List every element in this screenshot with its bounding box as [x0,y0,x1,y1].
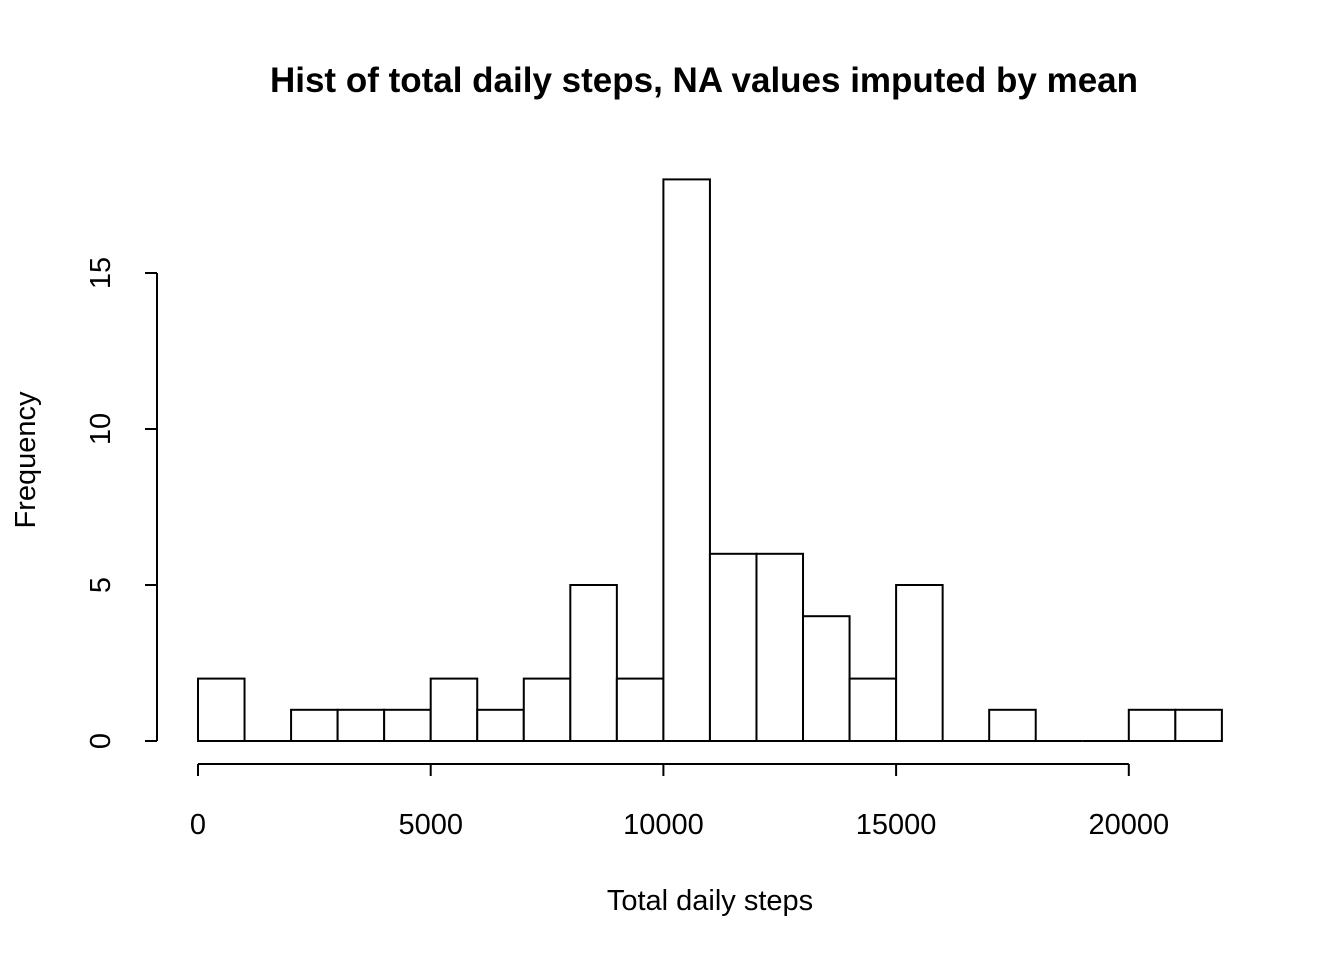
histogram-bar [569,584,618,742]
x-tick-label: 0 [190,809,206,841]
x-axis: 0 5000 10000 15000 20000 [190,763,1169,841]
histogram-bar [802,615,851,743]
y-axis-label: Frequency [10,391,42,529]
histogram-bar [662,178,711,742]
y-tick-label: 5 [85,577,117,593]
x-tick-label: 5000 [398,809,463,841]
histogram-bar [476,708,525,742]
histogram-bar [429,677,479,742]
y-tick-label: 0 [85,733,117,749]
x-tick-label: 15000 [856,809,937,841]
histogram-bar [848,677,898,742]
histogram-bar [1127,708,1177,742]
x-axis-label: Total daily steps [607,885,813,917]
histogram-bar [615,677,665,742]
histogram-bar [1174,708,1223,742]
bars-group [197,178,1223,743]
chart-title: Hist of total daily steps, NA values imp… [270,61,1138,100]
histogram-bar [197,677,246,742]
x-tick-label: 20000 [1088,809,1169,841]
histogram-bar [708,552,758,742]
histogram-bar [336,708,386,742]
histogram-bar [383,708,432,742]
y-tick-label: 10 [85,413,117,445]
y-tick-label: 15 [85,257,117,289]
histogram-bar [755,552,805,742]
x-tick-label: 10000 [623,809,704,841]
histogram-bar [988,708,1037,742]
y-axis: 0 5 10 15 [85,257,158,749]
histogram-bar [290,708,339,742]
histogram-bar [522,677,572,742]
histogram-bar [895,584,944,742]
